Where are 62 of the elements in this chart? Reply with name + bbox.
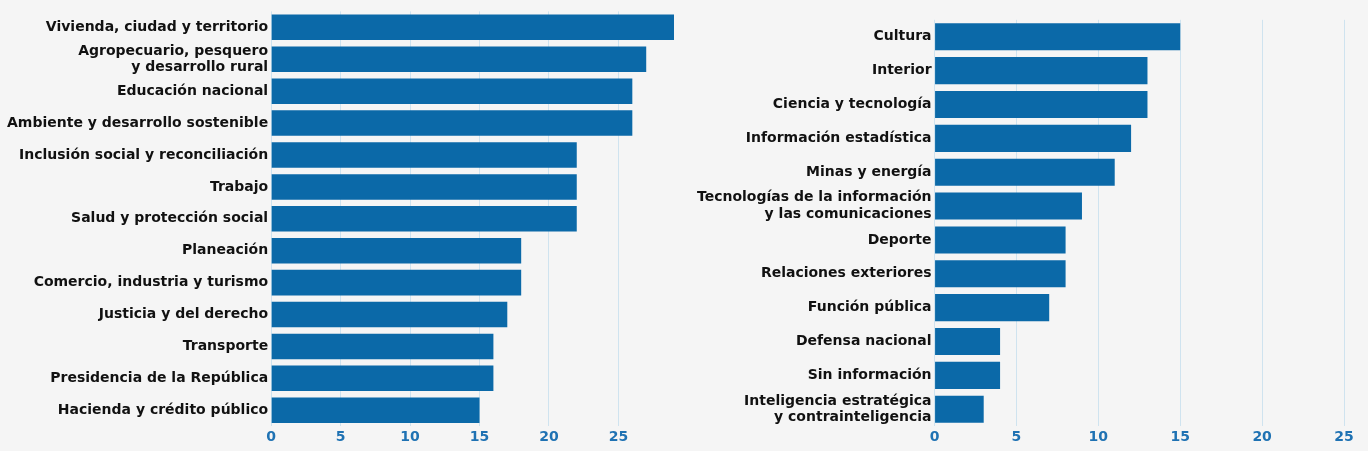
bar [935,361,1001,389]
bar [271,110,633,136]
y-tick-label: Trabajo [209,177,269,194]
bar [271,237,522,264]
y-tick-label: Función pública [807,298,932,315]
y-tick-label: Inclusión social y reconciliación [19,145,269,162]
y-tick-label: Justicia y del derecho [97,305,269,322]
bar [935,226,1066,254]
y-tick-label: Hacienda y crédito público [57,400,269,417]
x-tick-label: 20 [1252,428,1273,445]
y-tick-label: Ciencia y tecnología [772,95,932,112]
y-tick-label: Comercio, industria y turismo [33,273,269,290]
x-tick-label: 10 [1088,428,1109,445]
y-tick-label: Interior [871,61,932,78]
x-tick-label: 10 [400,428,421,445]
y-tick-label: Información estadística [745,128,932,145]
bar [935,192,1082,220]
bar [935,158,1115,186]
y-tick-label: Educación nacional [116,81,269,98]
x-tick-label: 0 [266,428,277,445]
bar [935,260,1066,288]
bar [271,301,508,328]
bar [935,294,1050,322]
y-tick-label: Cultura [873,27,932,44]
bar [935,23,1181,51]
bar [271,14,674,41]
bar [271,397,480,424]
x-tick-label: 15 [1170,428,1190,445]
y-tick-label: Salud y protección social [71,209,269,226]
bar [271,174,577,200]
x-tick-label: 20 [539,428,559,445]
y-tick-label: Tecnologías de la información y las comunicaciones [696,188,932,222]
x-tick-label: 0 [929,428,940,445]
bar [271,78,633,104]
y-tick-label: Ambiente y desarrollo sostenible [6,113,269,130]
y-tick-label: Sin información [807,366,932,383]
x-tick-label: 5 [1011,428,1022,445]
bar [271,46,647,73]
bar [271,269,522,296]
bar [935,327,1001,356]
y-tick-label: Defensa nacional [795,332,932,349]
x-tick-label: 25 [608,428,629,445]
y-tick-label: Relaciones exteriores [760,264,932,281]
bar [935,124,1132,152]
bar [271,142,577,168]
bar [935,90,1148,119]
bar [271,206,577,232]
y-tick-label: Agropecuario, pesquero y desarrollo rural [78,41,269,75]
y-tick-label: Inteligencia estratégica y contrainteligencia [744,391,932,425]
x-tick-label: 5 [335,428,346,445]
y-tick-label: Presidencia de la República [50,368,269,385]
y-tick-label: Planeación [182,241,269,258]
bar [935,57,1148,85]
y-tick-label: Deporte [867,230,932,247]
bar [935,395,984,423]
bar [271,333,494,360]
y-tick-label: Vivienda, ciudad y territorio [45,17,269,34]
bar [271,365,494,392]
y-tick-label: Transporte [182,337,269,354]
x-tick-label: 15 [469,428,490,445]
x-tick-label: 25 [1334,428,1354,445]
y-tick-label: Minas y energía [806,162,932,179]
